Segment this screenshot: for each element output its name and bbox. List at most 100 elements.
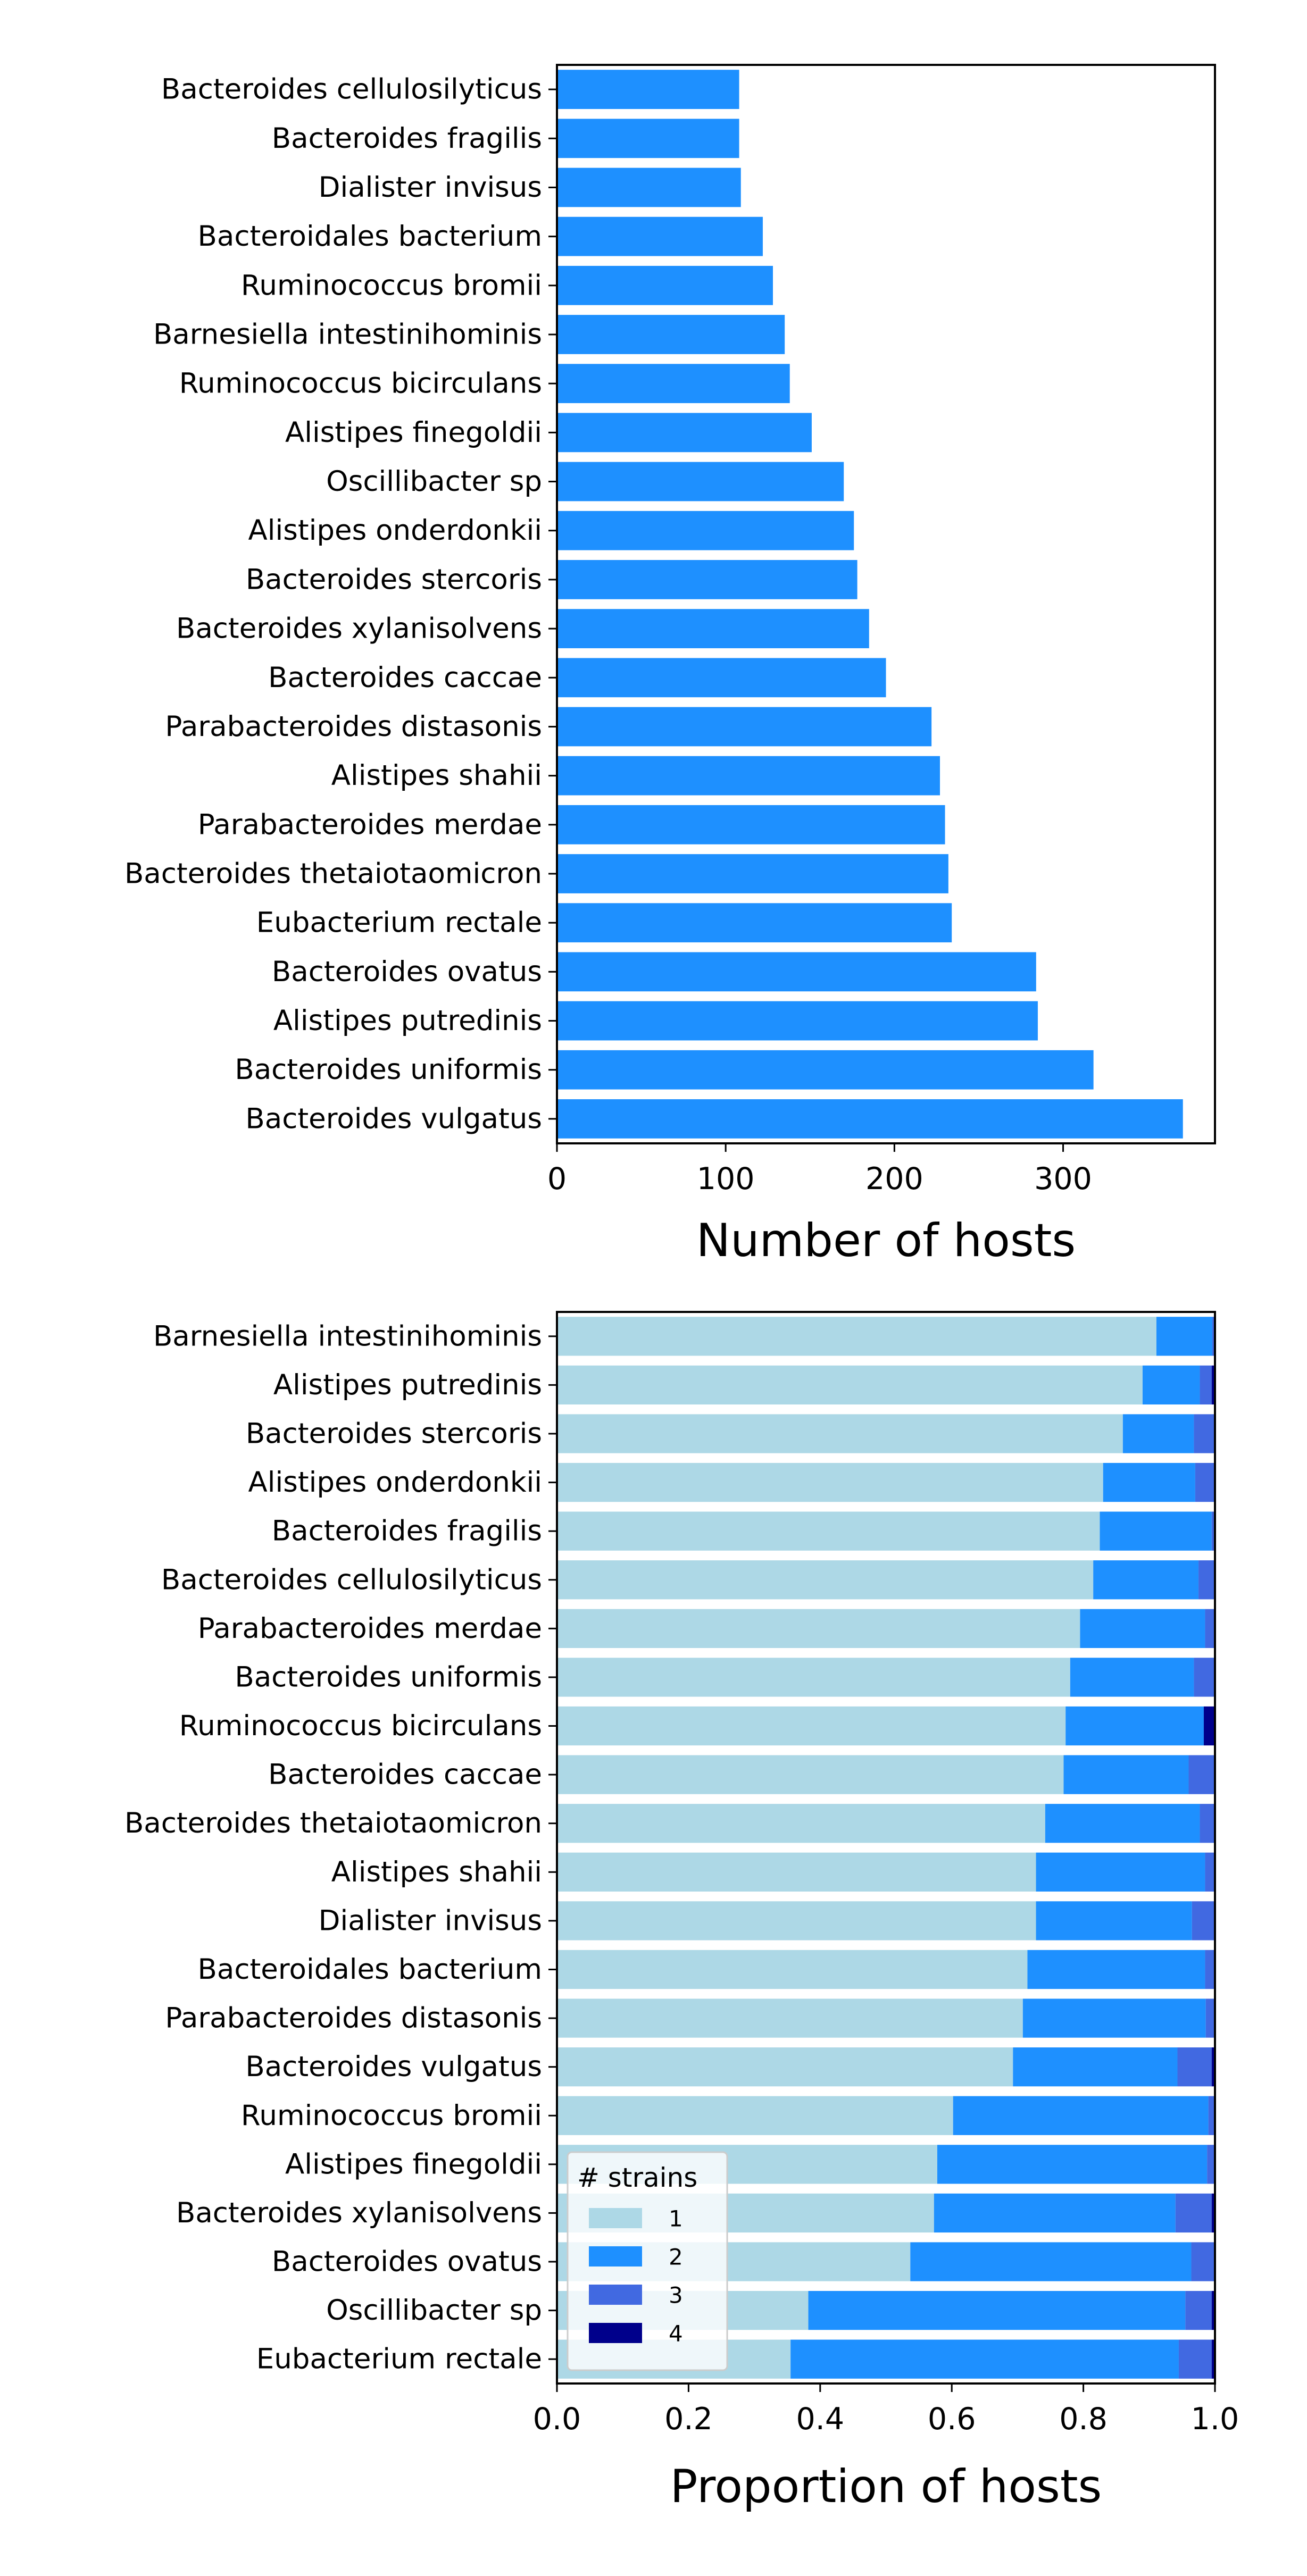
legend-swatch-4 bbox=[589, 2323, 642, 2343]
bar-alistipes-onderdonkii bbox=[557, 511, 854, 550]
bar-segment-parabacteroides-distasonis-strains-3 bbox=[1205, 1998, 1215, 2038]
top-plot-frame bbox=[556, 64, 1216, 1144]
category-label: Parabacteroides merdae bbox=[198, 1612, 542, 1645]
category-label: Bacteroides thetaiotaomicron bbox=[124, 1807, 542, 1839]
x-tick-label: 0 bbox=[547, 1161, 567, 1197]
x-tick-label: 0.0 bbox=[533, 2402, 581, 2437]
category-label: Oscillibacter sp bbox=[326, 465, 542, 498]
bar-segment-ruminococcus-bromii-strains-2 bbox=[953, 2096, 1209, 2135]
bar-bacteroides-uniformis bbox=[557, 1050, 1094, 1090]
bottom-bars bbox=[557, 1317, 1215, 2379]
bar-segment-eubacterium-rectale-strains-3 bbox=[1178, 2339, 1212, 2379]
legend-box bbox=[567, 2151, 728, 2371]
bar-segment-ruminococcus-bromii-strains-3 bbox=[1208, 2096, 1215, 2135]
bar-segment-bacteroides-thetaiotaomicron-strains-3 bbox=[1200, 1804, 1215, 1843]
bar-segment-ruminococcus-bicirculans-strains-2 bbox=[1065, 1706, 1204, 1746]
x-tick-label: 0.6 bbox=[928, 2402, 976, 2437]
bar-segment-barnesiella-intestinihominis-strains-2 bbox=[1156, 1317, 1213, 1356]
category-label: Ruminococcus bicirculans bbox=[179, 367, 542, 400]
bar-segment-alistipes-onderdonkii-strains-3 bbox=[1195, 1462, 1215, 1502]
bar-segment-bacteroides-vulgatus-strains-4 bbox=[1211, 2047, 1215, 2087]
bar-bacteroides-caccae bbox=[557, 658, 886, 698]
bar-segment-bacteroides-vulgatus-strains-3 bbox=[1177, 2047, 1212, 2087]
bar-bacteroides-stercoris bbox=[557, 560, 858, 599]
legend-swatch-1 bbox=[589, 2208, 642, 2228]
category-label: Dialister invisus bbox=[319, 171, 542, 204]
category-label: Ruminococcus bromii bbox=[241, 2100, 542, 2132]
bar-bacteroides-thetaiotaomicron bbox=[557, 854, 948, 893]
bar-bacteroides-vulgatus bbox=[557, 1099, 1183, 1139]
x-tick-label: 1.0 bbox=[1191, 2402, 1239, 2437]
category-label: Bacteroides vulgatus bbox=[245, 2051, 542, 2083]
bar-segment-parabacteroides-merdae-strains-3 bbox=[1205, 1609, 1215, 1648]
legend-label: 1 bbox=[669, 2206, 683, 2232]
category-label: Ruminococcus bromii bbox=[241, 269, 542, 302]
bar-segment-bacteroides-cellulosilyticus-strains-3 bbox=[1198, 1560, 1215, 1600]
category-label: Alistipes onderdonkii bbox=[248, 1466, 542, 1499]
bar-segment-alistipes-putredinis-strains-3 bbox=[1200, 1365, 1212, 1405]
x-tick-label: 100 bbox=[697, 1161, 755, 1197]
bar-segment-alistipes-onderdonkii-strains-1 bbox=[557, 1462, 1103, 1502]
bar-segment-ruminococcus-bromii-strains-1 bbox=[557, 2096, 953, 2135]
legend-title: # strains bbox=[577, 2162, 697, 2193]
category-label: Bacteroides uniformis bbox=[235, 1053, 542, 1086]
bar-segment-bacteroides-fragilis-strains-3 bbox=[1211, 1511, 1215, 1551]
category-label: Bacteroides ovatus bbox=[272, 956, 542, 988]
category-label: Bacteroidales bacterium bbox=[198, 1953, 542, 1986]
bar-segment-dialister-invisus-strains-1 bbox=[557, 1901, 1036, 1941]
bar-parabacteroides-merdae bbox=[557, 805, 945, 844]
bar-segment-alistipes-finegoldii-strains-2 bbox=[937, 2145, 1208, 2184]
category-label: Alistipes finegoldii bbox=[285, 2148, 542, 2180]
bar-bacteroides-ovatus bbox=[557, 952, 1036, 992]
category-label: Bacteroides cellulosilyticus bbox=[161, 1563, 542, 1596]
bar-segment-parabacteroides-distasonis-strains-1 bbox=[557, 1998, 1023, 2038]
bar-segment-alistipes-shahii-strains-3 bbox=[1205, 1852, 1215, 1892]
bar-segment-alistipes-onderdonkii-strains-2 bbox=[1103, 1462, 1195, 1502]
category-label: Bacteroides caccae bbox=[268, 662, 542, 694]
bar-segment-bacteroides-caccae-strains-2 bbox=[1063, 1755, 1189, 1794]
category-label: Oscillibacter sp bbox=[326, 2294, 542, 2327]
bar-alistipes-finegoldii bbox=[557, 413, 812, 453]
category-label: Barnesiella intestinihominis bbox=[153, 319, 542, 351]
bar-segment-bacteroides-caccae-strains-1 bbox=[557, 1755, 1064, 1794]
bar-segment-bacteroides-fragilis-strains-1 bbox=[557, 1511, 1100, 1551]
bar-segment-barnesiella-intestinihominis-strains-1 bbox=[557, 1317, 1156, 1356]
bottom-plot-frame bbox=[556, 1311, 1216, 2385]
bar-segment-bacteroides-uniformis-strains-2 bbox=[1070, 1658, 1194, 1697]
x-tick-label: 0.2 bbox=[664, 2402, 713, 2437]
bar-segment-barnesiella-intestinihominis-strains-3 bbox=[1212, 1317, 1215, 1356]
x-tick-label: 200 bbox=[865, 1161, 923, 1197]
bar-segment-ruminococcus-bicirculans-strains-4 bbox=[1203, 1706, 1215, 1746]
bar-segment-alistipes-putredinis-strains-1 bbox=[557, 1365, 1143, 1405]
bar-segment-alistipes-putredinis-strains-2 bbox=[1142, 1365, 1200, 1405]
bottom-category-labels: Barnesiella intestinihominis Alistipes pu… bbox=[124, 1320, 557, 2376]
category-label: Bacteroides stercoris bbox=[246, 1417, 542, 1450]
x-tick-label: 0.4 bbox=[796, 2402, 844, 2437]
category-label: Parabacteroides distasonis bbox=[165, 710, 542, 743]
bar-segment-bacteroides-uniformis-strains-1 bbox=[557, 1658, 1070, 1697]
bar-segment-alistipes-shahii-strains-1 bbox=[557, 1852, 1036, 1892]
x-tick-label: 0.8 bbox=[1059, 2402, 1108, 2437]
category-label: Parabacteroides distasonis bbox=[165, 2002, 542, 2035]
top-x-axis-label: Number of hosts bbox=[696, 1214, 1076, 1267]
bar-oscillibacter-sp bbox=[557, 462, 844, 501]
bar-segment-bacteroides-stercoris-strains-1 bbox=[557, 1414, 1123, 1453]
category-label: Eubacterium rectale bbox=[256, 907, 542, 939]
legend-label: 4 bbox=[669, 2321, 683, 2347]
bar-segment-bacteroidales-bacterium-strains-3 bbox=[1205, 1950, 1215, 1989]
category-label: Barnesiella intestinihominis bbox=[153, 1320, 542, 1352]
category-label: Ruminococcus bicirculans bbox=[179, 1710, 542, 1742]
top-bars bbox=[557, 70, 1183, 1139]
category-label: Parabacteroides merdae bbox=[198, 808, 542, 841]
bar-bacteroides-cellulosilyticus bbox=[557, 70, 739, 109]
category-label: Bacteroidales bacterium bbox=[198, 220, 542, 253]
bar-bacteroides-fragilis bbox=[557, 119, 739, 158]
category-label: Bacteroides fragilis bbox=[272, 1515, 542, 1548]
bar-segment-bacteroides-thetaiotaomicron-strains-1 bbox=[557, 1804, 1045, 1843]
bar-segment-alistipes-putredinis-strains-4 bbox=[1211, 1365, 1215, 1405]
category-label: Alistipes shahii bbox=[331, 1856, 542, 1888]
bar-segment-oscillibacter-sp-strains-4 bbox=[1211, 2290, 1215, 2330]
bar-segment-bacteroidales-bacterium-strains-2 bbox=[1027, 1950, 1205, 1989]
bar-segment-ruminococcus-bicirculans-strains-1 bbox=[557, 1706, 1066, 1746]
panel-proportion-of-hosts: Barnesiella intestinihominis Alistipes pu… bbox=[124, 1311, 1239, 2513]
